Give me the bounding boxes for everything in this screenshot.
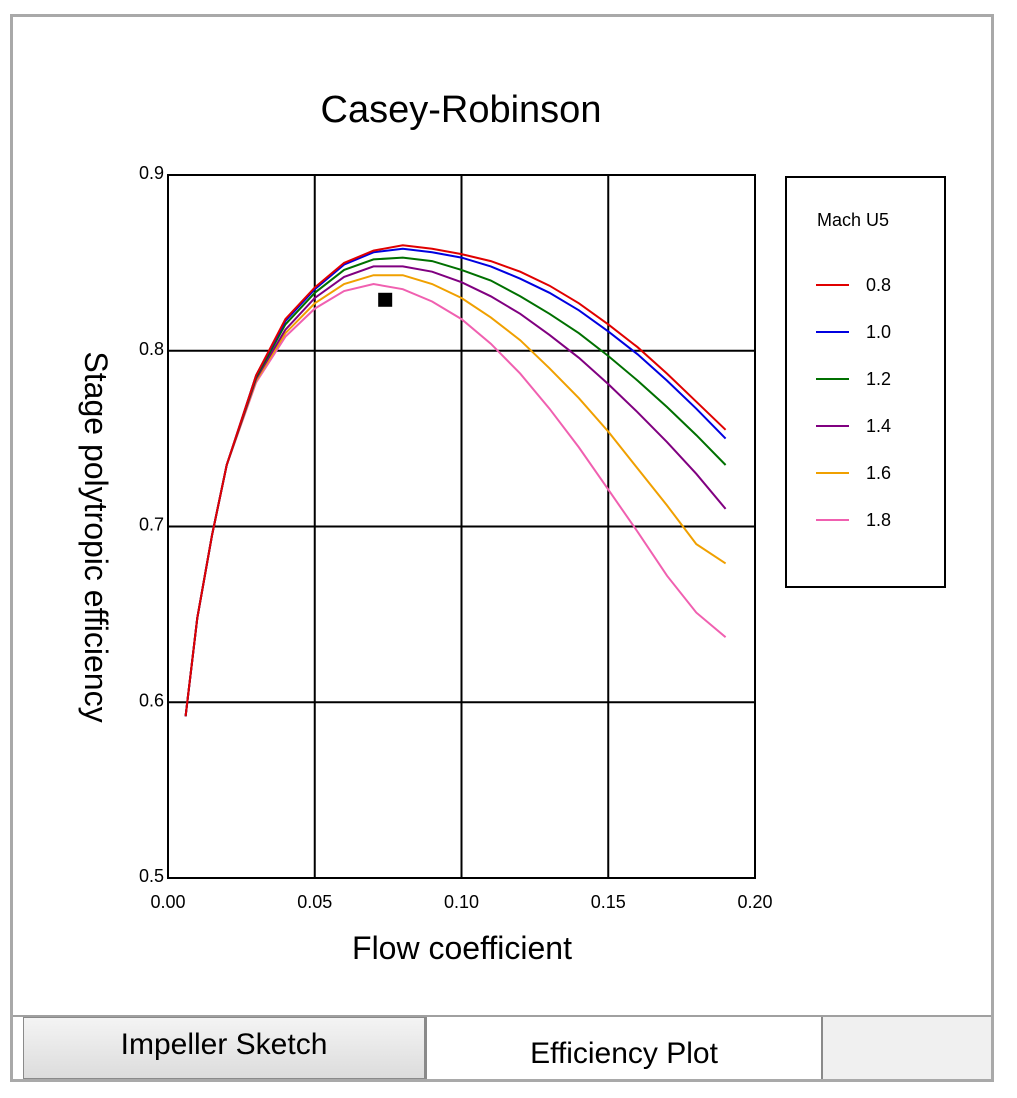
y-tick-label: 0.5	[139, 866, 164, 886]
y-tick-label: 0.7	[139, 515, 164, 535]
series-line-1.0	[184, 247, 727, 717]
chart-title: Casey-Robinson	[321, 89, 602, 131]
series-line-1.2	[184, 256, 727, 717]
tab-bar: Impeller Sketch Efficiency Plot	[13, 1015, 991, 1079]
series-line-0.8	[184, 244, 727, 717]
x-tick-label: 0.05	[297, 892, 332, 912]
x-tick-label: 0.00	[150, 892, 185, 912]
efficiency-window: Casey-Robinson 0.00 0.05 0.10 0.15 0.20 0.5 0.…	[10, 14, 994, 1082]
legend-label: 1.2	[866, 369, 891, 389]
x-axis-label: Flow coefficient	[352, 930, 572, 966]
series-line-1.4	[184, 265, 727, 717]
x-tick-label: 0.15	[591, 892, 626, 912]
y-tick-label: 0.9	[139, 163, 164, 183]
y-tick-label: 0.6	[139, 690, 164, 710]
tab-bar-empty-area	[823, 1017, 991, 1079]
y-axis-label: Stage polytropic efficiency	[78, 351, 114, 722]
legend-title: Mach U5	[817, 210, 889, 230]
legend-label: 0.8	[866, 275, 891, 295]
design-point-marker	[378, 292, 393, 307]
legend-label: 1.0	[866, 322, 891, 342]
efficiency-chart: Casey-Robinson 0.00 0.05 0.10 0.15 0.200.50.…	[78, 89, 946, 966]
x-tick-label: 0.10	[444, 892, 479, 912]
tab-efficiency-plot[interactable]: Efficiency Plot	[425, 1017, 823, 1079]
series-line-1.8	[184, 282, 727, 717]
legend-box	[785, 176, 946, 588]
tick-labels: 0.00 0.05 0.10 0.15 0.20 0.5 0.6 0.7 0.8 0.9	[139, 163, 773, 912]
grid	[167, 174, 756, 879]
legend: Mach U5 0.8 1.0 1.2 1.4 1.6 1.8	[785, 176, 946, 588]
plot-panel: Casey-Robinson 0.00 0.05 0.10 0.15 0.20 0.5 0.…	[13, 17, 991, 1015]
legend-label: 1.4	[866, 416, 891, 436]
legend-label: 1.6	[866, 463, 891, 483]
tab-impeller-sketch[interactable]: Impeller Sketch	[23, 1017, 425, 1079]
series-layer	[184, 244, 727, 717]
series-line-1.6	[184, 274, 727, 717]
y-tick-label: 0.8	[139, 339, 164, 359]
marker-layer	[378, 292, 393, 307]
x-tick-label: 0.20	[737, 892, 772, 912]
legend-label: 1.8	[866, 510, 891, 530]
